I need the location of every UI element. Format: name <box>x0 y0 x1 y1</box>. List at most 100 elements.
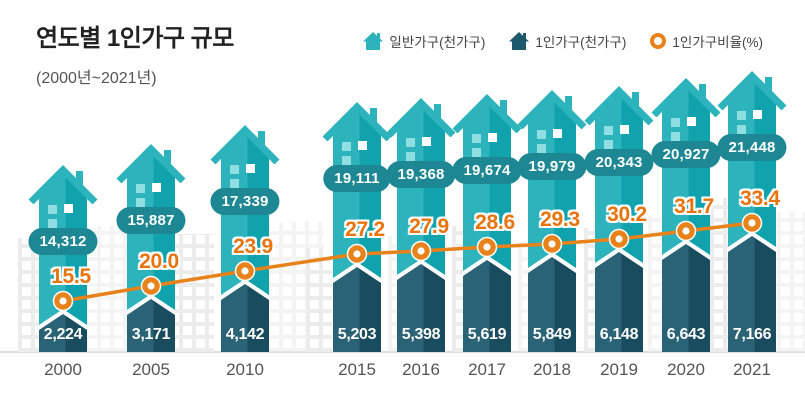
house-window-icon <box>737 111 746 120</box>
x-axis-baseline <box>0 351 805 353</box>
single-household-bar: 6,643 <box>662 244 710 352</box>
single-value-label: 6,643 <box>666 326 706 343</box>
house-window-icon <box>342 142 351 151</box>
legend-item-ratio: 1인가구비율(%) <box>650 31 763 51</box>
house-window-icon <box>358 141 367 150</box>
single-household-bar: 5,398 <box>397 264 445 352</box>
single-household-bar: 6,148 <box>595 252 643 352</box>
house-window-icon <box>152 183 161 192</box>
ratio-percent-label: 27.9 <box>409 215 449 238</box>
x-axis-year-label: 2000 <box>44 360 82 379</box>
ratio-percent-label: 28.6 <box>475 211 515 234</box>
x-axis-year-label: 2010 <box>226 360 264 379</box>
house-window-icon <box>472 148 481 157</box>
house-window-icon <box>537 130 546 139</box>
single-household-bar: 4,142 <box>221 284 269 352</box>
house-window-icon <box>553 129 562 138</box>
house-window-icon <box>671 118 680 127</box>
ratio-percent-label: 31.7 <box>674 195 714 218</box>
legend: 일반가구(천가구) 1인가구(천가구) 1인가구비율(%) <box>363 31 763 51</box>
house-window-icon <box>406 138 415 147</box>
house-icon-single <box>509 32 530 50</box>
x-axis-year-label: 2016 <box>402 360 440 379</box>
house-window-icon <box>687 117 696 126</box>
house-window-icon <box>230 165 239 174</box>
house-window-icon <box>671 132 680 141</box>
single-household-bar: 5,203 <box>333 267 381 352</box>
single-value-label: 5,398 <box>401 326 441 343</box>
house-window-icon <box>537 144 546 153</box>
background-building-icon <box>306 248 332 352</box>
ratio-percent-label: 15.5 <box>51 265 91 288</box>
single-household-bar: 5,619 <box>463 260 511 352</box>
general-value-badge: 15,887 <box>116 207 186 234</box>
single-value-label: 5,619 <box>467 326 507 343</box>
house-window-icon <box>620 125 629 134</box>
house-window-icon <box>406 152 415 161</box>
house-roof-icon <box>712 68 792 111</box>
single-value-label: 2,224 <box>43 326 83 343</box>
legend-label-general: 일반가구(천가구) <box>389 35 486 50</box>
single-value-label: 5,849 <box>532 326 572 343</box>
house-window-icon <box>136 184 145 193</box>
legend-item-general: 일반가구(천가구) <box>363 31 485 51</box>
x-axis-year-label: 2005 <box>132 360 170 379</box>
general-value-badge: 14,312 <box>28 228 98 255</box>
x-axis-year-label: 2019 <box>600 360 638 379</box>
ratio-percent-label: 29.3 <box>540 208 580 231</box>
x-axis-year-label: 2017 <box>468 360 506 379</box>
house-window-icon <box>342 156 351 165</box>
ratio-percent-label: 23.9 <box>233 235 273 258</box>
house-roof-icon <box>317 99 397 142</box>
x-axis-year-label: 2020 <box>667 360 705 379</box>
house-window-icon <box>48 205 57 214</box>
house-window-icon <box>422 137 431 146</box>
house-window-icon <box>64 204 73 213</box>
house-window-icon <box>604 140 613 149</box>
house-window-icon <box>48 219 57 228</box>
house-roof-icon <box>381 95 461 138</box>
single-value-label: 5,203 <box>337 326 377 343</box>
house-window-icon <box>246 164 255 173</box>
house-roof-icon <box>23 162 103 205</box>
single-value-label: 7,166 <box>732 326 772 343</box>
house-window-icon <box>136 198 145 207</box>
house-roof-icon <box>512 87 592 130</box>
ratio-percent-label: 20.0 <box>139 250 179 273</box>
house-roof-icon <box>579 83 659 126</box>
page-title: 연도별 1인가구 규모 <box>36 25 234 52</box>
house-window-icon <box>737 125 746 134</box>
ratio-donut-icon <box>650 33 667 49</box>
page-subtitle: (2000년~2021년) <box>36 70 157 87</box>
house-window-icon <box>753 110 762 119</box>
house-window-icon <box>604 126 613 135</box>
house-window-icon <box>488 133 497 142</box>
general-value-badge: 20,927 <box>651 141 721 168</box>
single-household-bar: 5,849 <box>528 257 576 352</box>
general-value-badge: 19,979 <box>517 153 587 180</box>
general-value-badge: 20,343 <box>584 149 654 176</box>
x-axis-year-label: 2021 <box>733 360 771 379</box>
legend-item-single: 1인가구(천가구) <box>509 31 626 51</box>
single-value-label: 6,148 <box>599 326 639 343</box>
house-roof-icon <box>447 91 527 134</box>
ratio-percent-label: 33.4 <box>740 187 780 210</box>
house-icon-general <box>363 32 384 50</box>
legend-label-ratio: 1인가구비율(%) <box>672 35 763 50</box>
x-axis-year-label: 2015 <box>338 360 376 379</box>
house-window-icon <box>230 179 239 188</box>
general-value-badge: 19,111 <box>323 165 391 192</box>
legend-label-single: 1인가구(천가구) <box>535 35 627 50</box>
ratio-percent-label: 27.2 <box>345 218 385 241</box>
house-roof-icon <box>646 75 726 118</box>
general-value-badge: 19,674 <box>452 157 522 184</box>
general-value-badge: 17,339 <box>210 188 280 215</box>
single-value-label: 3,171 <box>131 326 171 343</box>
single-value-label: 4,142 <box>225 326 265 343</box>
single-household-bar: 7,166 <box>728 236 776 352</box>
general-value-badge: 19,368 <box>386 161 456 188</box>
house-roof-icon <box>111 141 191 184</box>
